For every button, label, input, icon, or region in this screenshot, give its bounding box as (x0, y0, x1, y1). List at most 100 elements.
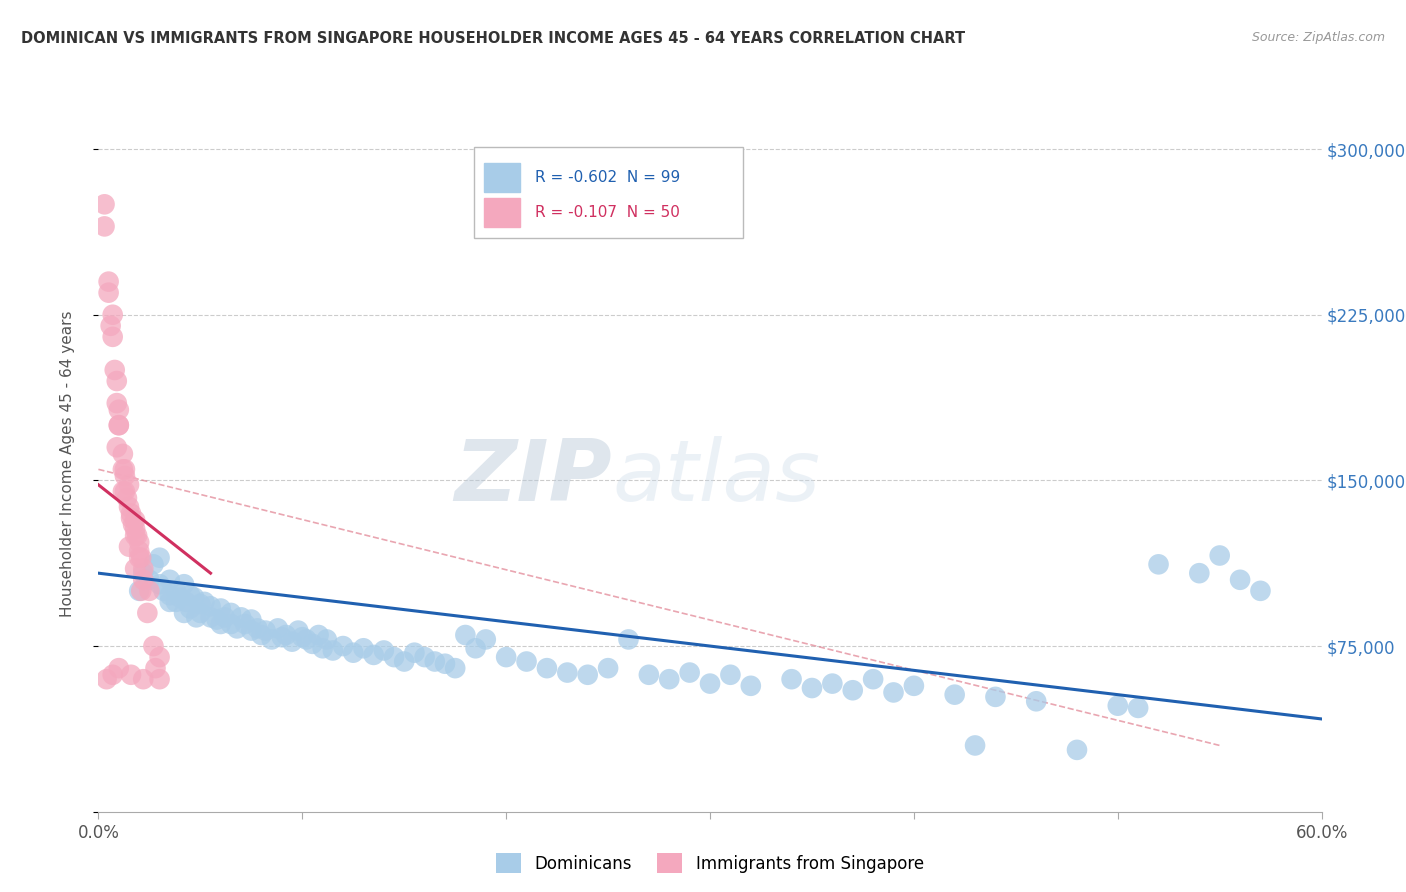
Point (434, 657, 457, 671)
Point (209, 601, 232, 615)
Point (105, 374, 128, 388)
Text: ZIP: ZIP (454, 436, 612, 519)
Point (132, 573, 155, 587)
Point (124, 522, 146, 536)
Point (149, 650, 172, 665)
Point (392, 655, 416, 669)
Point (557, 665, 579, 680)
Point (464, 641, 486, 656)
Point (454, 628, 477, 642)
Point (658, 672, 681, 686)
Point (536, 661, 558, 675)
Point (174, 595, 197, 609)
Point (291, 630, 314, 644)
Point (122, 517, 145, 532)
Point (132, 562, 155, 576)
Point (159, 595, 181, 609)
Point (250, 628, 273, 642)
Point (231, 610, 253, 624)
Point (108, 418, 131, 433)
Point (516, 655, 538, 669)
Point (308, 628, 330, 642)
Point (404, 646, 426, 660)
Text: R = -0.602  N = 99: R = -0.602 N = 99 (536, 170, 681, 186)
Point (352, 641, 374, 656)
Point (114, 484, 136, 499)
Point (312, 641, 335, 656)
Point (287, 624, 309, 638)
Point (115, 491, 138, 505)
Point (132, 672, 155, 686)
Point (101, 308, 124, 322)
Point (474, 632, 498, 647)
Point (193, 595, 215, 609)
Point (841, 683, 863, 698)
Text: Source: ZipAtlas.com: Source: ZipAtlas.com (1251, 31, 1385, 45)
Point (97, 285, 120, 300)
Point (159, 573, 181, 587)
Point (699, 676, 721, 690)
Point (260, 632, 283, 647)
Point (120, 511, 142, 525)
Point (114, 462, 136, 476)
Point (740, 679, 762, 693)
Point (128, 535, 150, 549)
Y-axis label: Householder Income Ages 45 - 64 years: Householder Income Ages 45 - 64 years (60, 310, 75, 617)
Point (165, 595, 187, 609)
Point (295, 632, 318, 647)
Point (342, 646, 364, 660)
Point (96, 672, 118, 686)
Point (104, 363, 127, 377)
Point (128, 550, 150, 565)
Point (124, 528, 146, 542)
Point (638, 667, 661, 681)
Point (149, 672, 172, 686)
Bar (484, 163, 520, 193)
Point (598, 661, 620, 675)
Point (315, 632, 337, 647)
Point (142, 558, 165, 572)
Point (1229, 573, 1251, 587)
Point (108, 418, 131, 433)
Point (118, 478, 141, 492)
Point (188, 597, 212, 611)
Point (142, 639, 165, 653)
Point (214, 610, 236, 624)
Point (965, 739, 987, 753)
Point (120, 667, 142, 681)
Point (120, 507, 142, 521)
Point (209, 617, 232, 632)
Point (301, 637, 323, 651)
Point (984, 690, 1007, 704)
Text: DOMINICAN VS IMMIGRANTS FROM SINGAPORE HOUSEHOLDER INCOME AGES 45 - 64 YEARS COR: DOMINICAN VS IMMIGRANTS FROM SINGAPORE H… (21, 31, 965, 46)
Point (423, 655, 446, 669)
Point (169, 591, 191, 605)
Point (118, 540, 141, 554)
Point (382, 650, 405, 665)
Point (254, 624, 277, 638)
Point (159, 588, 181, 602)
Point (246, 621, 269, 635)
Point (124, 513, 146, 527)
Point (188, 606, 212, 620)
Point (444, 661, 467, 675)
Point (124, 562, 146, 576)
Point (186, 610, 208, 624)
Point (97, 275, 120, 289)
Point (128, 583, 150, 598)
Point (1209, 549, 1232, 563)
Point (101, 330, 124, 344)
Point (105, 396, 128, 410)
Point (173, 606, 195, 620)
Point (219, 606, 242, 620)
Point (179, 601, 201, 615)
Point (145, 661, 167, 675)
Point (233, 617, 256, 632)
Point (138, 583, 160, 598)
Point (111, 447, 134, 461)
Point (679, 665, 702, 680)
Point (111, 484, 134, 499)
Point (179, 588, 201, 602)
Point (105, 440, 128, 454)
Point (281, 634, 304, 648)
